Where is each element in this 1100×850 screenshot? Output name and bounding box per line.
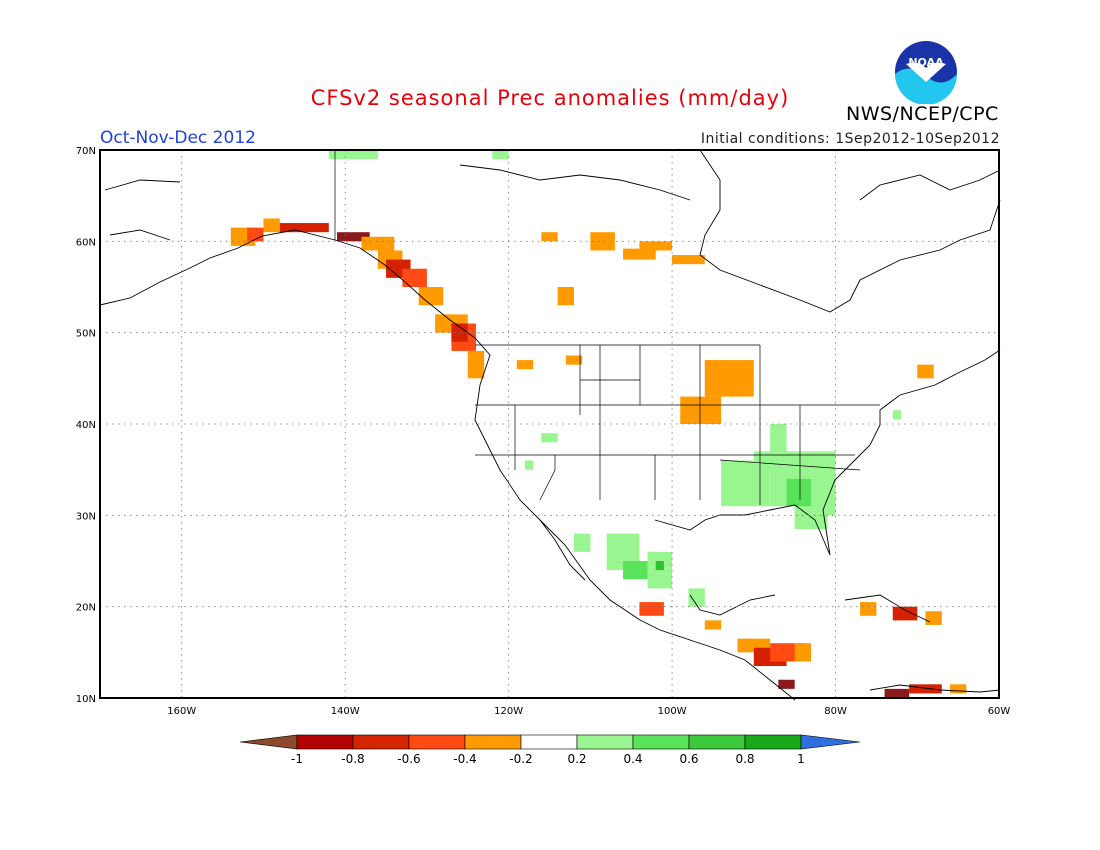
anomaly-cell xyxy=(623,248,656,260)
anomaly-cell xyxy=(672,255,705,265)
anomaly-cell xyxy=(565,355,583,365)
anomaly-cell xyxy=(655,561,664,571)
anomaly-cell xyxy=(623,561,648,580)
anomaly-cell xyxy=(778,679,795,689)
anomaly-cell xyxy=(402,268,427,287)
colorbar-segment xyxy=(296,734,354,750)
lon-tick-label: 80W xyxy=(824,706,847,717)
coastlines xyxy=(99,149,1001,701)
lat-tick-label: 40N xyxy=(76,420,96,431)
anomaly-cell xyxy=(680,396,722,424)
colorbar-arrow-high xyxy=(800,734,861,750)
colorbar-arrow-low xyxy=(239,734,298,750)
colorbar-level-label: 1 xyxy=(797,752,805,766)
anomaly-cell xyxy=(557,287,575,306)
anomaly-cell xyxy=(949,684,967,694)
lon-tick-label: 60W xyxy=(988,706,1011,717)
lon-tick-label: 140W xyxy=(331,706,360,717)
anomaly-cell xyxy=(794,643,812,662)
lon-tick-label: 160W xyxy=(167,706,196,717)
noaa-logo: NOAA xyxy=(895,41,957,104)
anomaly-cells xyxy=(230,150,967,698)
anomaly-cell xyxy=(467,350,485,379)
anomaly-cell xyxy=(860,602,877,616)
colorbar-segment xyxy=(464,734,522,750)
anomaly-cell xyxy=(574,533,591,552)
colorbar-segment xyxy=(576,734,634,750)
anomaly-cell xyxy=(892,606,918,621)
anomaly-cell xyxy=(639,602,664,616)
anomaly-cell xyxy=(639,241,673,251)
colorbar-level-label: -0.2 xyxy=(509,752,532,766)
anomaly-cell xyxy=(451,323,468,342)
colorbar: -1 -0.8 -0.6 -0.4 -0.2 0.2 0.4 0.6 0.8 1 xyxy=(239,734,861,766)
anomaly-cell xyxy=(786,478,812,507)
anomaly-cell xyxy=(925,611,942,625)
lat-tick-label: 10N xyxy=(76,694,96,705)
anomaly-cell xyxy=(770,442,787,461)
lat-lon-grid xyxy=(100,150,999,698)
anomaly-cell xyxy=(492,150,509,160)
anomaly-cell xyxy=(770,424,787,443)
anomaly-cell xyxy=(516,360,534,370)
colorbar-level-label: -0.4 xyxy=(453,752,476,766)
lon-tick-label: 100W xyxy=(658,706,687,717)
anomaly-cell xyxy=(541,433,558,443)
colorbar-segment xyxy=(408,734,466,750)
lat-tick-label: 70N xyxy=(76,146,96,157)
anomaly-cell xyxy=(247,227,264,242)
anomaly-cell xyxy=(819,487,836,516)
anomaly-cell xyxy=(704,620,722,630)
anomaly-cell xyxy=(263,218,280,233)
colorbar-segment xyxy=(632,734,690,750)
anomaly-cell xyxy=(418,287,444,306)
svg-text:NOAA: NOAA xyxy=(908,56,944,69)
anomaly-cell xyxy=(361,236,395,251)
colorbar-level-label: -0.8 xyxy=(341,752,364,766)
colorbar-segment xyxy=(744,734,802,750)
anomaly-cell xyxy=(688,588,705,607)
lat-tick-label: 60N xyxy=(76,237,96,248)
anomaly-cell xyxy=(884,688,910,698)
anomaly-cell xyxy=(337,232,370,242)
lat-tick-label: 30N xyxy=(76,511,96,522)
initial-conditions-label: Initial conditions: 1Sep2012-10Sep2012 xyxy=(700,131,1000,147)
colorbar-segment xyxy=(352,734,410,750)
colorbar-level-label: 0.6 xyxy=(679,752,698,766)
season-label: Oct-Nov-Dec 2012 xyxy=(100,128,256,148)
colorbar-level-label: 0.8 xyxy=(735,752,754,766)
anomaly-cell xyxy=(279,223,329,233)
colorbar-level-label: -0.6 xyxy=(397,752,420,766)
anomaly-cell xyxy=(524,460,534,470)
lon-tick-label: 120W xyxy=(494,706,523,717)
anomaly-cell xyxy=(328,150,378,160)
anomaly-cell xyxy=(729,369,746,388)
anomaly-cell xyxy=(590,232,615,251)
political-borders xyxy=(334,150,880,505)
anomaly-cell xyxy=(909,684,942,694)
map-frame xyxy=(99,149,1000,699)
lat-tick-label: 20N xyxy=(76,603,96,614)
colorbar-segment xyxy=(520,734,578,750)
anomaly-cell xyxy=(917,364,934,379)
anomaly-cell xyxy=(892,410,901,420)
colorbar-level-label: -1 xyxy=(291,752,303,766)
lat-tick-label: 50N xyxy=(76,329,96,340)
colorbar-segment xyxy=(688,734,746,750)
colorbar-level-label: 0.4 xyxy=(623,752,642,766)
axis-ticks: 160W 140W 120W 100W 80W 60W 10N 20N 30N 40N 50N 60N… xyxy=(76,146,1011,717)
agency-label: NWS/NCEP/CPC xyxy=(846,103,999,125)
anomaly-cell xyxy=(541,232,558,242)
chart-title: CFSv2 seasonal Prec anomalies (mm/day) xyxy=(310,86,790,110)
colorbar-level-label: 0.2 xyxy=(567,752,586,766)
